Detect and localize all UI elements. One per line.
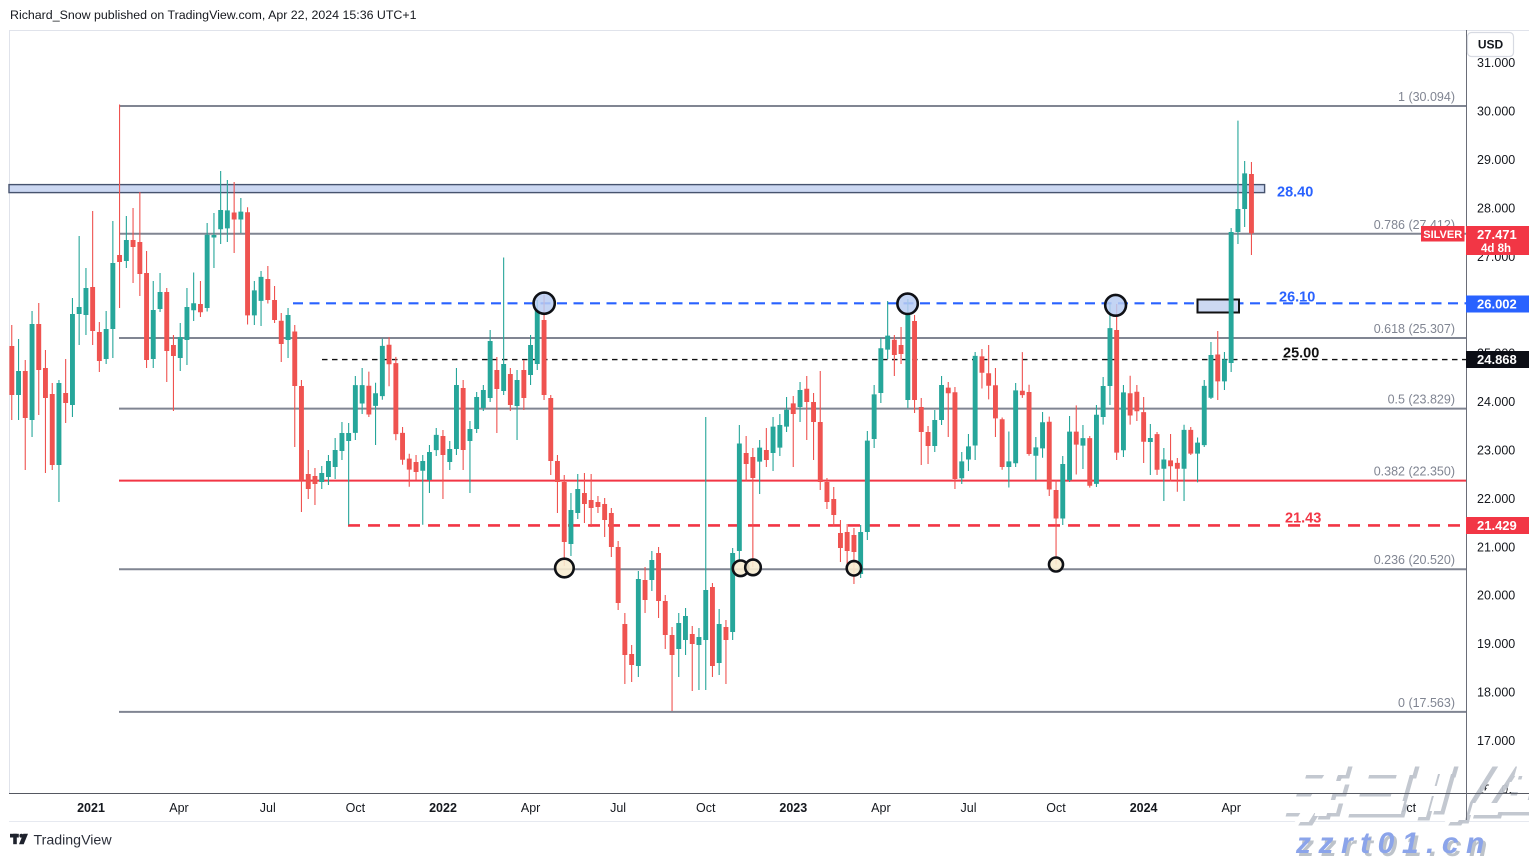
svg-text:21.43: 21.43: [1285, 511, 1321, 527]
svg-text:1 (30.094): 1 (30.094): [1398, 90, 1455, 104]
svg-text:24.868: 24.868: [1477, 352, 1517, 367]
svg-text:21.000: 21.000: [1477, 540, 1515, 554]
svg-text:Jul: Jul: [610, 801, 626, 815]
svg-text:Jul: Jul: [260, 801, 276, 815]
svg-text:TradingView: TradingView: [34, 833, 113, 849]
svg-text:0.236 (20.520): 0.236 (20.520): [1374, 553, 1455, 567]
svg-text:31.000: 31.000: [1477, 56, 1515, 70]
svg-text:Oct: Oct: [346, 801, 366, 815]
svg-text:0.5 (23.829): 0.5 (23.829): [1388, 393, 1455, 407]
svg-text:2023: 2023: [779, 801, 807, 815]
svg-text:20.000: 20.000: [1477, 589, 1515, 603]
svg-text:Richard_Snow published on Trad: Richard_Snow published on TradingView.co…: [10, 8, 417, 22]
svg-text:Oct: Oct: [1046, 801, 1066, 815]
svg-text:18.000: 18.000: [1477, 686, 1515, 700]
svg-text:zzrt01.cn: zzrt01.cn: [1295, 827, 1492, 857]
svg-text:30.000: 30.000: [1477, 105, 1515, 119]
svg-text:26.10: 26.10: [1279, 290, 1315, 306]
svg-text:0 (17.563): 0 (17.563): [1398, 696, 1455, 710]
svg-text:SILVER: SILVER: [1423, 229, 1462, 241]
svg-text:26.002: 26.002: [1477, 297, 1517, 312]
svg-text:23.000: 23.000: [1477, 443, 1515, 457]
svg-text:Apr: Apr: [521, 801, 540, 815]
svg-text:0.382 (22.350): 0.382 (22.350): [1374, 465, 1455, 479]
svg-text:Jul: Jul: [961, 801, 977, 815]
svg-text:27.471: 27.471: [1477, 227, 1517, 242]
svg-text:2022: 2022: [429, 801, 457, 815]
svg-text:4d 8h: 4d 8h: [1481, 243, 1511, 255]
svg-text:29.000: 29.000: [1477, 153, 1515, 167]
svg-text:17.000: 17.000: [1477, 734, 1515, 748]
svg-text:25.00: 25.00: [1283, 346, 1319, 362]
svg-text:Oct: Oct: [696, 801, 716, 815]
svg-text:0.618 (25.307): 0.618 (25.307): [1374, 322, 1455, 336]
svg-text:Apr: Apr: [871, 801, 890, 815]
svg-text:22.000: 22.000: [1477, 492, 1515, 506]
svg-text:2024: 2024: [1130, 801, 1158, 815]
svg-text:24.000: 24.000: [1477, 395, 1515, 409]
svg-text:28.40: 28.40: [1277, 185, 1313, 201]
svg-text:21.429: 21.429: [1477, 518, 1517, 533]
svg-text:Apr: Apr: [1221, 801, 1240, 815]
svg-text:Apr: Apr: [169, 801, 188, 815]
svg-text:2021: 2021: [77, 801, 105, 815]
svg-text:19.000: 19.000: [1477, 637, 1515, 651]
svg-text:28.000: 28.000: [1477, 201, 1515, 215]
svg-text:USD: USD: [1478, 38, 1504, 52]
svg-text:zzrt01.cn: zzrt01.cn: [1298, 830, 1495, 857]
